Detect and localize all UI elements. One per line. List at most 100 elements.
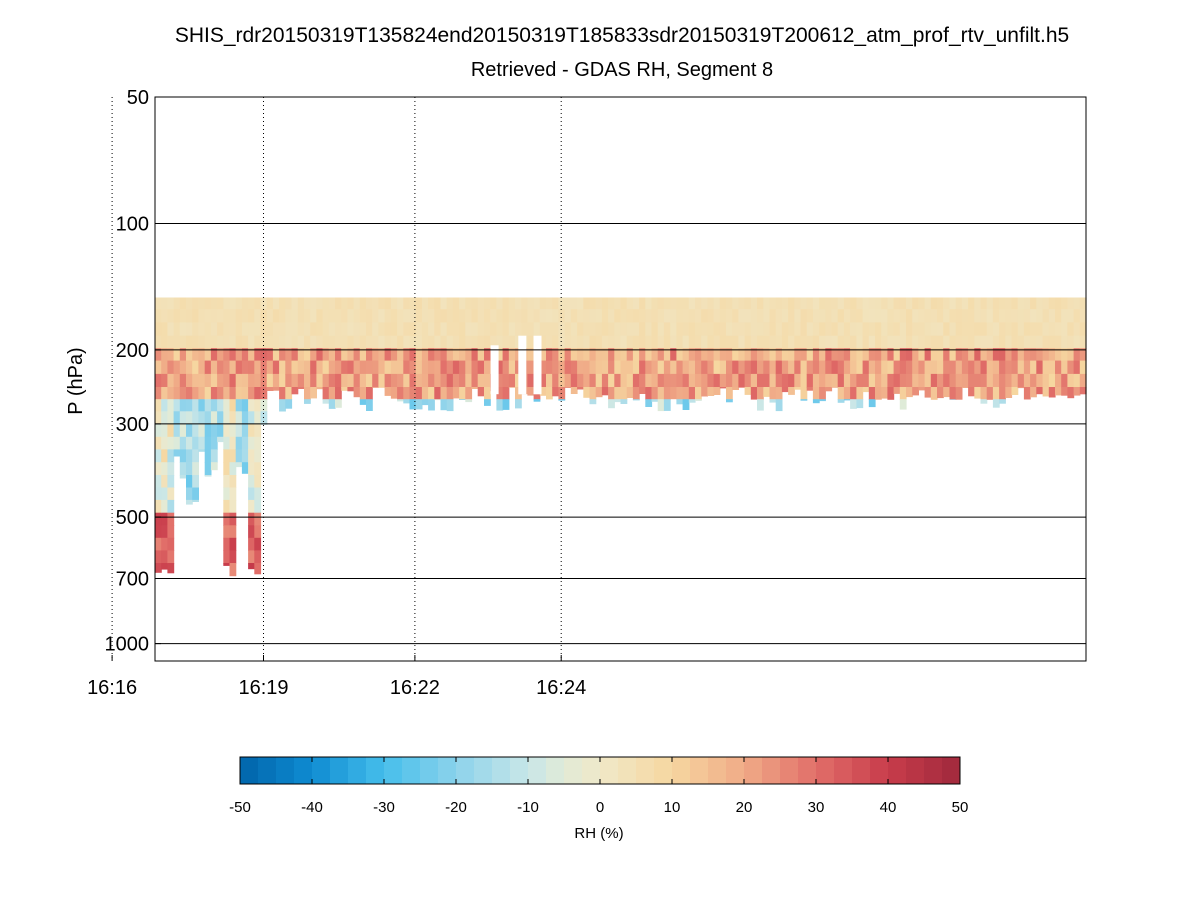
heatmap-cell: [651, 348, 659, 362]
heatmap-cell: [1055, 373, 1062, 388]
heatmap-cell: [210, 360, 218, 375]
heatmap-cell: [1011, 348, 1019, 362]
heatmap-cell: [241, 399, 249, 412]
heatmap-cell: [390, 387, 398, 399]
heatmap-cell: [1011, 360, 1019, 375]
heatmap-cell: [1030, 360, 1037, 375]
heatmap-cell: [539, 297, 547, 310]
heatmap-cell: [241, 348, 249, 362]
heatmap-cell: [657, 387, 665, 400]
heatmap-cell: [726, 335, 733, 349]
heatmap-cell: [204, 475, 212, 477]
heatmap-cell: [335, 399, 342, 408]
heatmap-cell: [837, 322, 845, 337]
heatmap-cell: [614, 348, 622, 362]
heatmap-cell: [688, 309, 696, 323]
heatmap-cell: [899, 297, 907, 310]
heatmap-cell: [701, 309, 708, 323]
heatmap-cell: [192, 360, 199, 375]
heatmap-cell: [372, 348, 379, 362]
heatmap-cell: [341, 297, 348, 310]
heatmap-cell: [179, 399, 187, 412]
heatmap-cell: [868, 297, 876, 310]
heatmap-cell: [366, 309, 373, 323]
heatmap-cell: [601, 348, 609, 362]
heatmap-cell: [167, 475, 175, 488]
heatmap-cell: [155, 297, 162, 310]
heatmap-cell: [738, 348, 746, 362]
heatmap-cell: [186, 335, 193, 349]
heatmap-cell: [924, 297, 932, 310]
heatmap-cell: [415, 387, 423, 400]
heatmap-cell: [254, 387, 262, 400]
heatmap-cell: [204, 449, 212, 463]
x-tick-label: 16:19: [238, 677, 288, 699]
heatmap-cell: [229, 335, 237, 349]
heatmap-cell: [961, 322, 969, 337]
heatmap-cell: [744, 387, 752, 395]
heatmap-cell: [930, 360, 938, 375]
heatmap-cell: [601, 387, 609, 396]
heatmap-cell: [254, 335, 262, 349]
heatmap-cell: [161, 563, 168, 570]
heatmap-cell: [378, 335, 386, 349]
heatmap-cell: [986, 322, 994, 337]
heatmap-cell: [707, 335, 715, 349]
colorbar-segment: [690, 757, 709, 784]
heatmap-cell: [378, 360, 386, 375]
heatmap-cell: [564, 373, 572, 388]
heatmap-cell: [968, 348, 975, 362]
heatmap-cell: [155, 436, 162, 450]
heatmap-cell: [223, 309, 231, 323]
heatmap-cell: [819, 297, 826, 310]
heatmap-cell: [992, 387, 1000, 400]
heatmap-cell: [663, 348, 671, 362]
heatmap-cell: [248, 475, 255, 488]
heatmap-cell: [210, 309, 218, 323]
heatmap-cell: [750, 373, 758, 388]
heatmap-cell: [1005, 335, 1013, 349]
heatmap-cell: [390, 373, 398, 388]
heatmap-cell: [1073, 387, 1081, 396]
heatmap-cell: [986, 335, 994, 349]
heatmap-cell: [949, 322, 957, 337]
heatmap-cell: [843, 309, 851, 323]
heatmap-cell: [452, 373, 460, 388]
heatmap-cell: [632, 348, 640, 362]
heatmap-cell: [415, 399, 423, 410]
heatmap-cell: [546, 335, 553, 349]
heatmap-cell: [558, 322, 566, 337]
heatmap-cell: [527, 297, 535, 310]
heatmap-cell: [570, 348, 578, 362]
marker-series: [0, 0, 1085, 577]
heatmap-cell: [285, 297, 293, 310]
heatmap-cell: [490, 297, 497, 310]
heatmap-cell: [552, 360, 559, 375]
heatmap-cell: [819, 360, 826, 375]
heatmap-cell: [161, 387, 168, 400]
heatmap-cell: [272, 309, 280, 323]
heatmap-cell: [527, 360, 535, 375]
heatmap-cell: [881, 360, 888, 375]
heatmap-cell: [968, 297, 975, 310]
colorbar-segment: [654, 757, 673, 784]
heatmap-cell: [974, 387, 982, 399]
heatmap-cell: [254, 462, 262, 476]
heatmap-cell: [676, 399, 684, 405]
heatmap-cell: [992, 297, 1000, 310]
heatmap-cell: [595, 373, 603, 388]
heatmap-cell: [241, 411, 249, 425]
heatmap-cell: [1023, 348, 1031, 362]
heatmap-cell: [558, 309, 566, 323]
heatmap-cell: [484, 348, 491, 362]
heatmap-cell: [217, 411, 224, 425]
heatmap-cell: [943, 373, 950, 388]
heatmap-cell: [899, 387, 907, 400]
heatmap-cell: [924, 373, 932, 388]
heatmap-cell: [1073, 360, 1081, 375]
heatmap-cell: [161, 423, 168, 438]
heatmap-cell: [800, 309, 808, 323]
heatmap-cell: [961, 387, 969, 388]
heatmap-cell: [986, 387, 994, 400]
heatmap-cell: [1005, 387, 1013, 398]
